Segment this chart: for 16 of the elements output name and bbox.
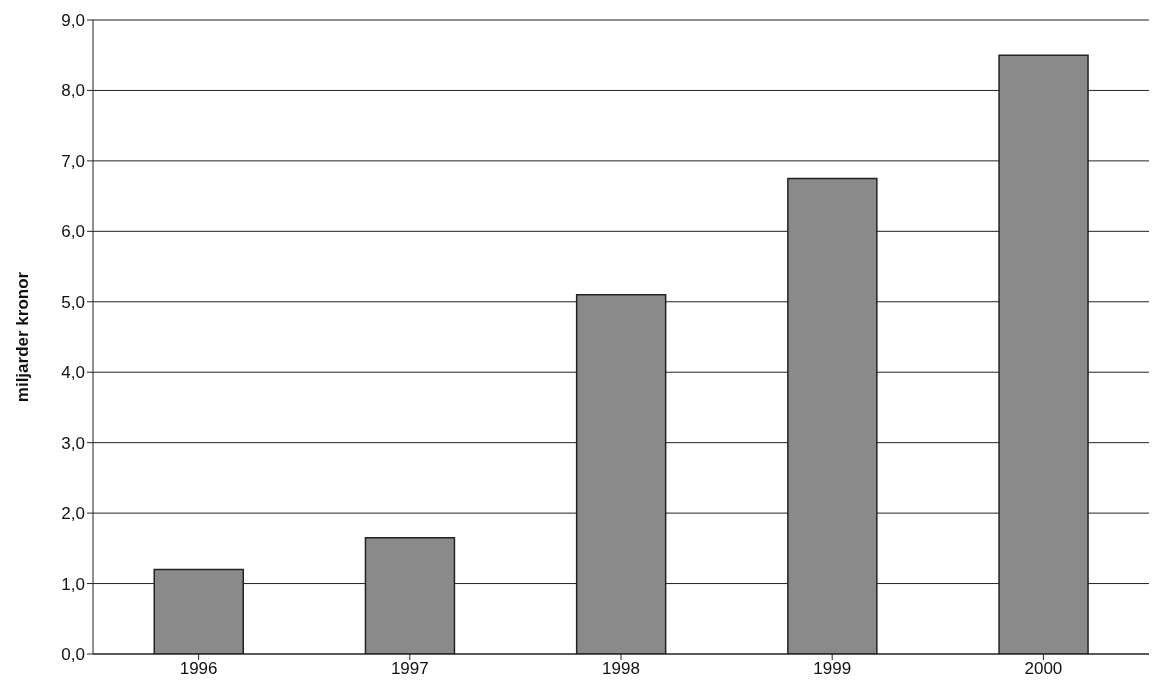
- y-tick-label: 3,0: [61, 433, 85, 453]
- y-tick-label: 6,0: [61, 222, 85, 242]
- y-tick-label: 5,0: [61, 292, 85, 312]
- x-tick-label: 2000: [1024, 659, 1063, 679]
- y-tick-label: 9,0: [61, 11, 85, 31]
- y-tick-label: 1,0: [61, 574, 85, 594]
- y-tick-label: 8,0: [61, 81, 85, 101]
- y-tick-label: 0,0: [61, 645, 85, 665]
- x-tick-label: 1996: [179, 659, 218, 679]
- y-tick-label: 7,0: [61, 151, 85, 171]
- x-tick-label: 1998: [602, 659, 640, 679]
- y-axis-title: miljarder kronor: [13, 271, 33, 403]
- x-tick-label: 1997: [390, 659, 429, 679]
- x-tick-label: 1999: [813, 659, 852, 679]
- y-tick-label: 2,0: [61, 504, 85, 524]
- y-tick-label: 4,0: [61, 363, 85, 383]
